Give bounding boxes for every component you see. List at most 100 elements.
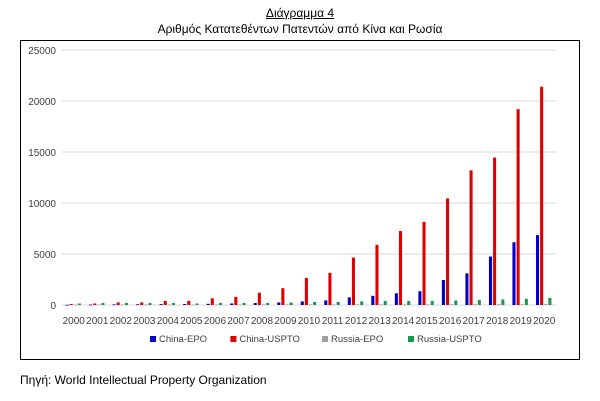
bar-china-epo: [136, 304, 140, 306]
bar-china-uspto: [351, 257, 355, 305]
bar-russia-uspto: [524, 298, 528, 305]
bar-russia-epo: [261, 304, 266, 306]
bar-russia-epo: [450, 304, 454, 305]
y-tick-label: 15000: [28, 148, 56, 159]
bar-china-uspto: [234, 296, 238, 305]
bar-china-uspto: [516, 109, 520, 305]
y-tick-label: 10000: [28, 199, 56, 210]
x-tick-label: 2004: [157, 316, 180, 327]
legend-swatch-china-uspto: [230, 336, 237, 342]
bar-russia-epo: [238, 304, 242, 306]
bar-china-uspto: [187, 300, 191, 305]
bar-china-epo: [418, 291, 422, 305]
bar-china-uspto: [540, 86, 544, 305]
x-tick-label: 2003: [133, 316, 156, 327]
x-tick-label: 2014: [392, 316, 415, 327]
y-tick-label: 25000: [28, 46, 56, 57]
legend-label: China-USPTO: [239, 334, 300, 345]
bar-russia-uspto: [242, 302, 246, 305]
bar-china-uspto: [328, 272, 332, 305]
bar-russia-epo: [285, 304, 289, 306]
x-tick-label: 2015: [415, 316, 438, 327]
bar-china-uspto: [398, 231, 403, 305]
bar-russia-uspto: [548, 297, 552, 305]
x-tick-label: 2019: [510, 316, 533, 327]
bar-russia-epo: [356, 304, 360, 306]
bar-russia-epo: [309, 304, 313, 306]
bar-china-epo: [253, 302, 257, 305]
bar-china-epo: [159, 304, 163, 305]
bar-china-epo: [324, 300, 328, 305]
bar-russia-uspto: [383, 300, 387, 305]
bar-china-epo: [441, 280, 445, 305]
chart-frame: [20, 40, 580, 360]
x-tick-label: 2012: [345, 316, 368, 327]
legend-label: China-EPO: [159, 334, 207, 345]
bar-russia-uspto: [289, 302, 293, 305]
bar-china-epo: [89, 304, 93, 306]
y-tick-label: 20000: [28, 97, 56, 108]
bar-china-uspto: [93, 303, 97, 305]
bar-russia-epo: [144, 304, 148, 306]
x-tick-label: 2017: [463, 316, 486, 327]
bar-china-epo: [394, 293, 398, 305]
bar-russia-epo: [403, 304, 407, 306]
bar-russia-uspto: [148, 302, 152, 305]
x-tick-label: 2001: [86, 316, 109, 327]
bar-china-uspto: [163, 300, 167, 305]
bar-russia-uspto: [101, 302, 105, 305]
x-tick-label: 2006: [204, 316, 227, 327]
bar-china-epo: [230, 303, 234, 305]
bar-russia-epo: [191, 304, 195, 306]
bar-china-epo: [347, 297, 351, 305]
bar-china-epo: [65, 304, 69, 306]
x-tick-label: 2008: [251, 316, 274, 327]
bar-russia-uspto: [313, 301, 317, 305]
bar-russia-uspto: [501, 299, 505, 305]
x-tick-label: 2013: [368, 316, 391, 327]
bar-russia-epo: [520, 304, 524, 305]
bar-russia-epo: [473, 304, 477, 305]
source-note: Πηγή: World Intellectual Property Organi…: [20, 373, 267, 387]
x-tick-label: 2000: [63, 316, 86, 327]
bar-china-epo: [183, 303, 187, 305]
legend-swatch-russia-epo: [322, 336, 328, 342]
x-tick-label: 2005: [180, 316, 203, 327]
bar-china-epo: [535, 235, 540, 305]
bar-russia-uspto: [360, 301, 364, 305]
bar-russia-uspto: [407, 300, 411, 305]
x-tick-label: 2016: [439, 316, 462, 327]
x-tick-label: 2002: [110, 316, 133, 327]
chart-subtitle: Αριθμός Κατατεθέντων Πατεντών από Κίνα κ…: [157, 22, 443, 36]
bar-china-epo: [112, 304, 116, 306]
bar-russia-uspto: [171, 302, 176, 305]
x-tick-label: 2010: [298, 316, 321, 327]
x-tick-label: 2011: [322, 316, 344, 327]
legend-swatch-russia-uspto: [408, 336, 414, 342]
bar-china-uspto: [210, 298, 214, 305]
bar-china-uspto: [116, 302, 120, 305]
bar-china-uspto: [422, 221, 426, 305]
bar-china-uspto: [493, 157, 497, 305]
bar-russia-uspto: [454, 300, 458, 305]
bar-china-epo: [206, 303, 210, 305]
bar-russia-uspto: [477, 299, 481, 305]
legend-label: Russia-USPTO: [417, 334, 482, 345]
bar-china-uspto: [446, 198, 450, 305]
bar-russia-epo: [73, 304, 77, 306]
bar-china-uspto: [140, 302, 144, 305]
bar-china-uspto: [257, 292, 261, 305]
bar-china-uspto: [69, 303, 73, 305]
y-tick-label: 5000: [34, 250, 57, 261]
bar-china-uspto: [469, 170, 473, 305]
bar-russia-epo: [544, 304, 548, 305]
bar-china-epo: [300, 301, 304, 305]
x-tick-label: 2007: [227, 316, 250, 327]
bar-russia-uspto: [219, 302, 223, 305]
bar-russia-epo: [332, 304, 336, 306]
chart-title: Διάγραμμα 4: [265, 6, 335, 20]
bar-china-uspto: [304, 277, 308, 305]
bar-russia-uspto: [124, 302, 128, 305]
bar-russia-epo: [497, 304, 501, 305]
